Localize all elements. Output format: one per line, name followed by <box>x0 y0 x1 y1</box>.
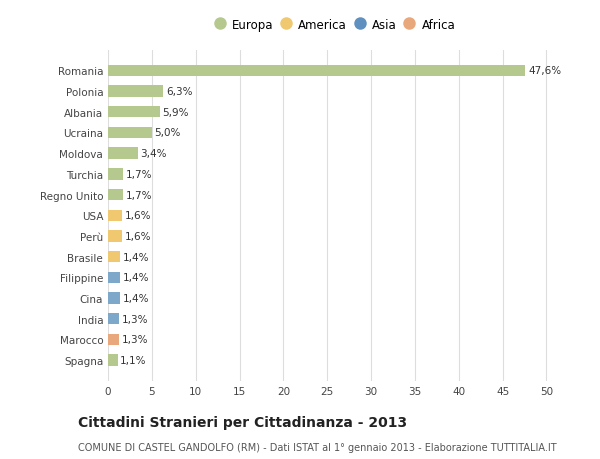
Bar <box>108 86 163 97</box>
Text: 1,3%: 1,3% <box>122 314 149 324</box>
Bar <box>108 190 123 201</box>
Text: 1,6%: 1,6% <box>125 211 151 221</box>
Bar <box>108 272 120 283</box>
Bar <box>108 252 120 263</box>
Text: Cittadini Stranieri per Cittadinanza - 2013: Cittadini Stranieri per Cittadinanza - 2… <box>78 415 407 429</box>
Bar <box>108 148 138 159</box>
Legend: Europa, America, Asia, Africa: Europa, America, Asia, Africa <box>214 17 458 34</box>
Bar <box>108 231 122 242</box>
Bar <box>108 169 123 180</box>
Text: 1,6%: 1,6% <box>125 231 151 241</box>
Bar <box>108 107 160 118</box>
Text: 1,7%: 1,7% <box>125 190 152 200</box>
Text: 5,0%: 5,0% <box>154 128 181 138</box>
Text: 5,9%: 5,9% <box>163 107 189 118</box>
Text: COMUNE DI CASTEL GANDOLFO (RM) - Dati ISTAT al 1° gennaio 2013 - Elaborazione TU: COMUNE DI CASTEL GANDOLFO (RM) - Dati IS… <box>78 442 557 452</box>
Bar <box>108 334 119 345</box>
Bar <box>108 313 119 325</box>
Text: 6,3%: 6,3% <box>166 87 193 97</box>
Text: 1,3%: 1,3% <box>122 335 149 345</box>
Text: 1,4%: 1,4% <box>123 293 149 303</box>
Text: 1,7%: 1,7% <box>125 169 152 179</box>
Bar <box>108 210 122 221</box>
Text: 47,6%: 47,6% <box>528 66 561 76</box>
Bar <box>108 293 120 304</box>
Bar <box>108 128 152 139</box>
Text: 1,4%: 1,4% <box>123 252 149 262</box>
Bar <box>108 355 118 366</box>
Bar <box>108 66 526 77</box>
Text: 3,4%: 3,4% <box>140 149 167 159</box>
Text: 1,1%: 1,1% <box>120 355 147 365</box>
Text: 1,4%: 1,4% <box>123 273 149 283</box>
